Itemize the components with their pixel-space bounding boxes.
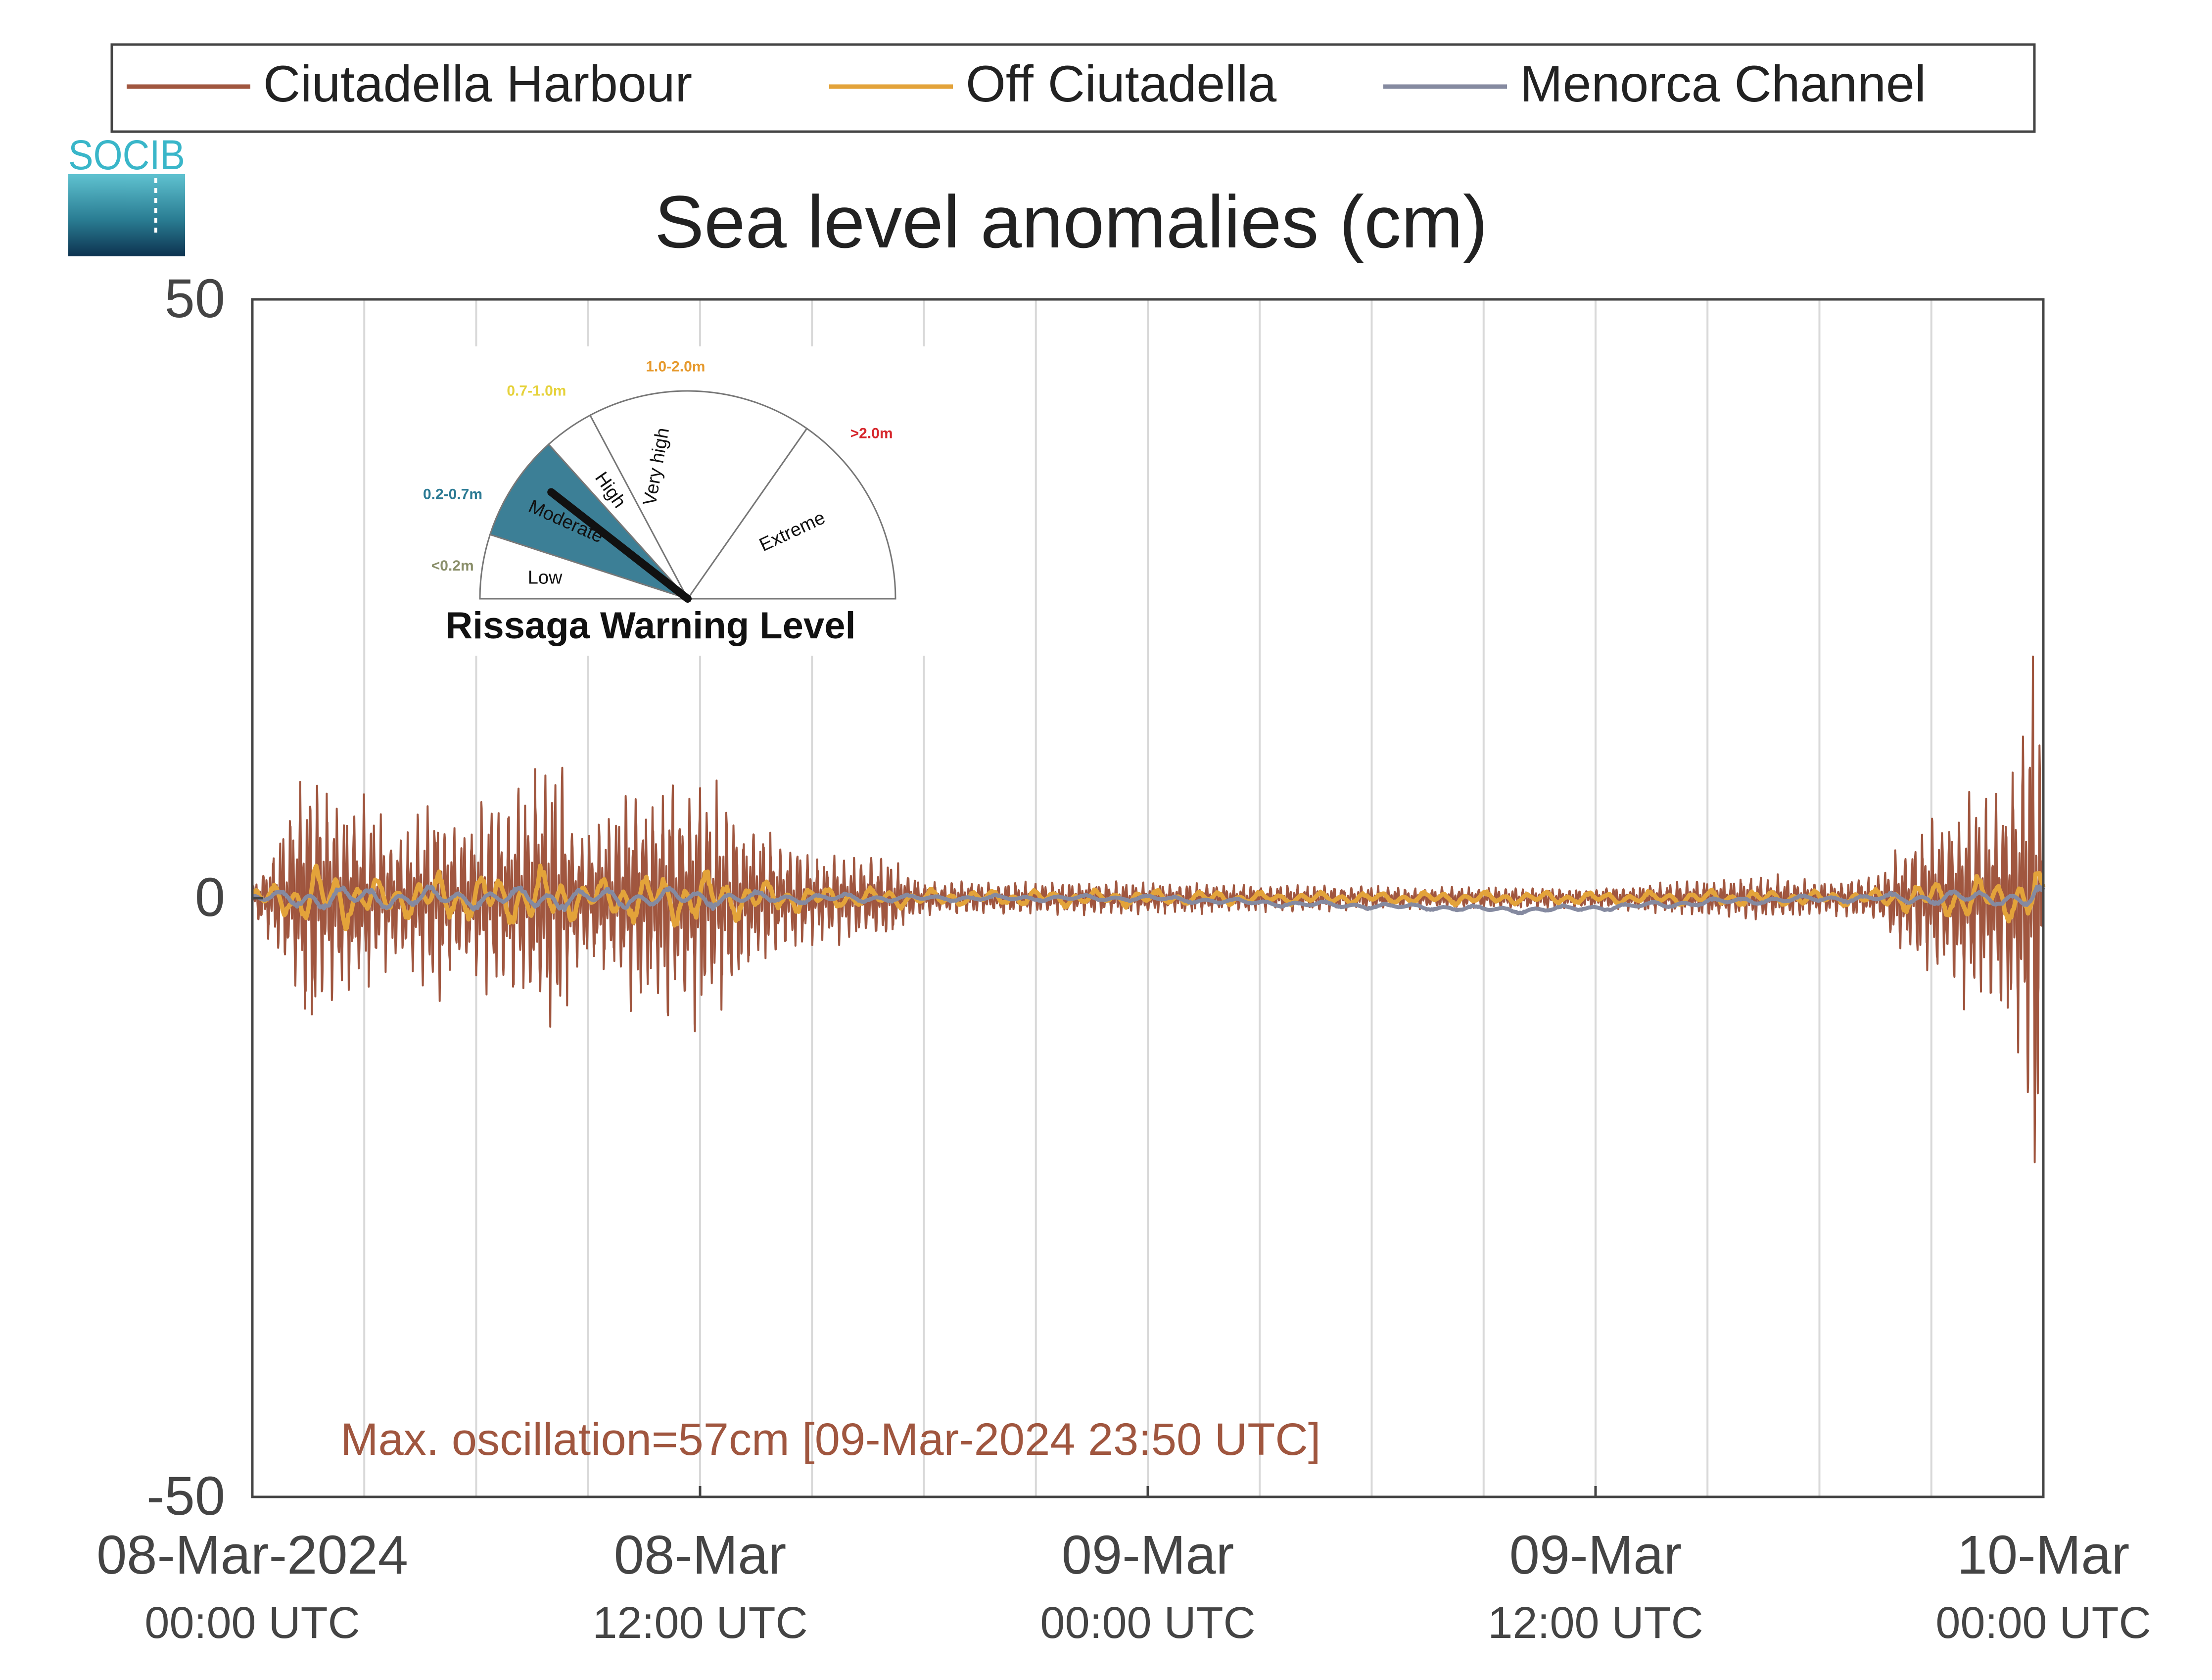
x-tick-time-label: 00:00 UTC (1935, 1598, 2151, 1648)
gauge-level-label: Low (528, 568, 563, 588)
series-line-menorca-channel (251, 884, 2045, 915)
legend-label-ciutadella-harbour: Ciutadella Harbour (263, 55, 692, 113)
logo-text: SOCIB (68, 132, 185, 178)
x-tick-time-label: 00:00 UTC (144, 1598, 360, 1648)
y-tick-label: 0 (195, 867, 225, 928)
legend-label-off-ciutadella: Off Ciutadella (966, 55, 1276, 113)
gauge-range-label: >2.0m (850, 425, 893, 441)
series-line-off-ciutadella (250, 864, 2046, 931)
y-tick-label: -50 (146, 1466, 225, 1527)
gauge-range-label: 0.2-0.7m (423, 486, 482, 503)
gauge-needle (547, 488, 692, 603)
gauge-range-label: 0.7-1.0m (507, 383, 566, 399)
x-tick-date-label: 10-Mar (1957, 1525, 2129, 1585)
legend-box (110, 43, 2036, 133)
y-tick-label: 50 (165, 268, 225, 329)
rissaga-warning-gauge: <0.2mLow0.2-0.7mModerate0.7-1.0mHigh1.0-… (391, 346, 925, 656)
socib-logo: SOCIB (68, 132, 185, 256)
logo-block (68, 174, 185, 256)
gauge-range-label: 1.0-2.0m (646, 359, 705, 375)
x-tick-time-label: 12:00 UTC (1488, 1598, 1703, 1648)
max-oscillation-annotation: Max. oscillation=57cm [09-Mar-2024 23:50… (340, 1414, 1320, 1465)
x-tick-date-label: 09-Mar (1062, 1525, 1234, 1585)
x-tick-time-label: 00:00 UTC (1040, 1598, 1255, 1648)
x-tick-date-label: 08-Mar-2024 (96, 1525, 408, 1585)
legend: Ciutadella Harbour Off Ciutadella Menorc… (110, 43, 2036, 133)
gauge-sector-very-high (589, 390, 808, 600)
gauge-sector-extreme (686, 427, 896, 600)
x-tick-date-label: 08-Mar (614, 1525, 786, 1585)
x-tick-date-label: 09-Mar (1509, 1525, 1682, 1585)
gauge-title: Rissaga Warning Level (445, 605, 855, 647)
legend-label-menorca-channel: Menorca Channel (1520, 55, 1926, 113)
chart-title: Sea level anomalies (cm) (655, 180, 1488, 263)
gauge-range-label: <0.2m (431, 558, 474, 574)
x-tick-time-label: 12:00 UTC (592, 1598, 807, 1648)
